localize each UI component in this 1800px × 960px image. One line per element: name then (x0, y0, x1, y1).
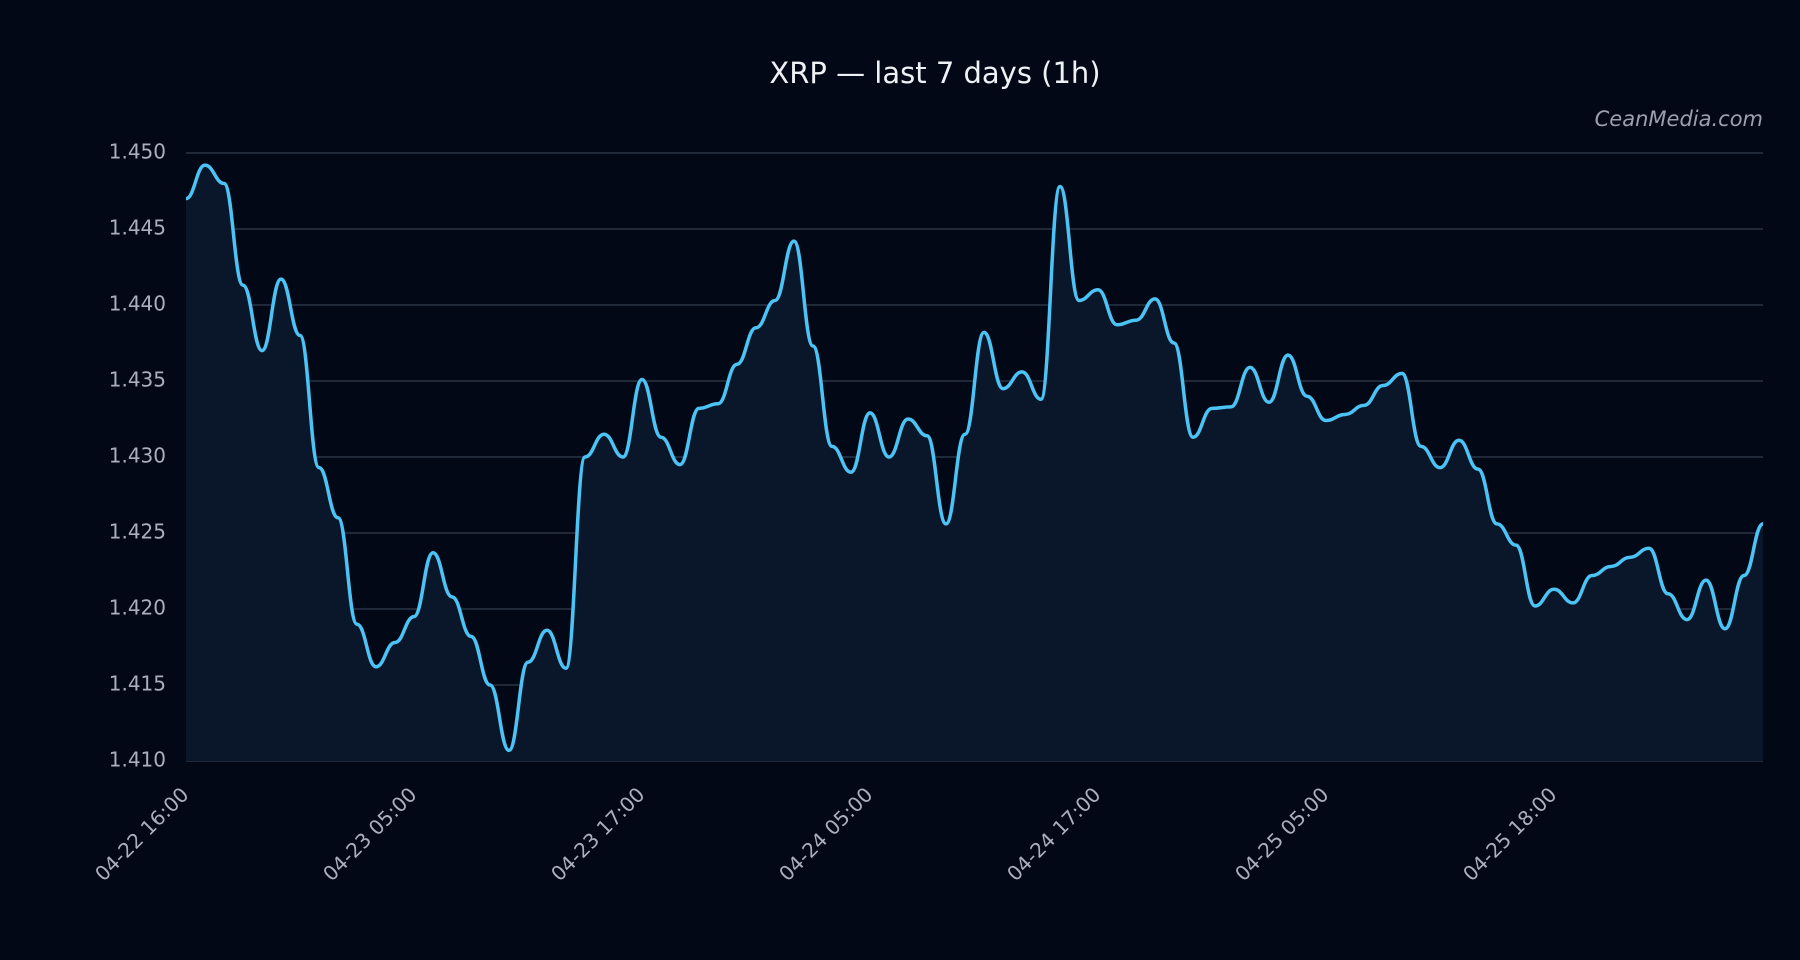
area (186, 165, 1763, 761)
chart-title: XRP — last 7 days (1h) (769, 56, 1100, 90)
y-tick-label: 1.425 (109, 520, 166, 544)
line (185, 163, 1764, 753)
y-tick-label: 1.430 (109, 444, 166, 468)
y-tick-label: 1.450 (109, 140, 166, 164)
y-tick-label: 1.445 (109, 216, 166, 240)
y-tick-label: 1.435 (109, 368, 166, 392)
y-tick-label: 1.420 (109, 596, 166, 620)
y-tick-label: 1.440 (109, 292, 166, 316)
y-tick-label: 1.410 (109, 748, 166, 772)
watermark: CeanMedia.com (1595, 107, 1763, 131)
y-tick-label: 1.415 (109, 672, 166, 696)
